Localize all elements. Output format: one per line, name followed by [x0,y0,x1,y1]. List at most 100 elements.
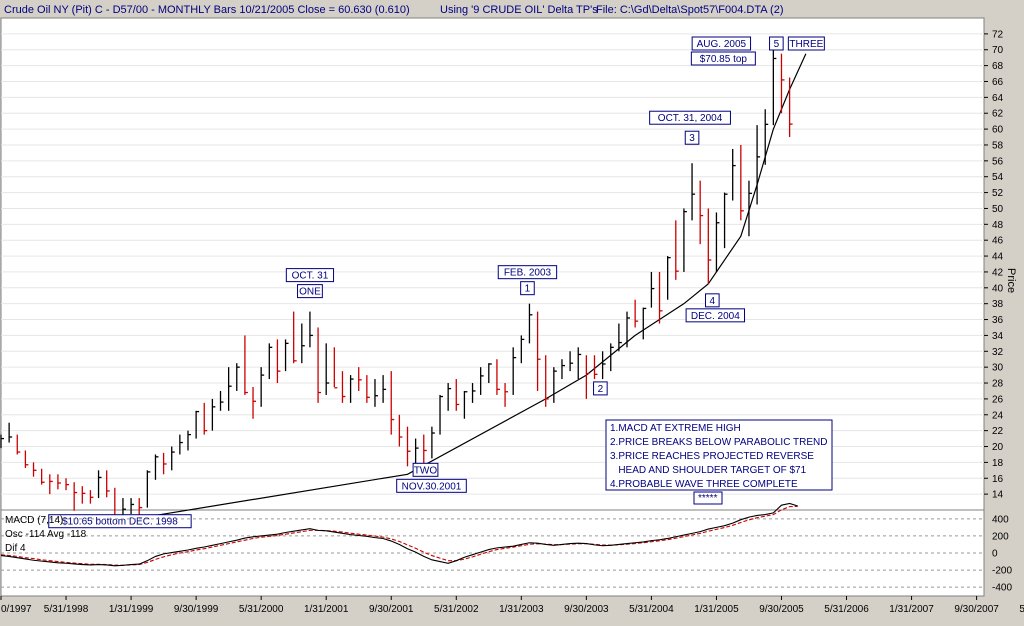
price-tick-label: 30 [992,363,1004,374]
price-bar [667,256,671,300]
price-tick-label: 66 [992,77,1004,88]
wave3-label: 3 [684,130,700,145]
price-bar [349,375,354,403]
price-bar [528,303,533,344]
price-tick-label: 64 [992,93,1004,104]
price-bar [707,208,712,284]
note-1: 1.MACD AT EXTREME HIGH [610,423,741,434]
price-tick-label: 36 [992,315,1004,326]
date-tick-label: 9/30/2005 [759,604,804,615]
price-bar [382,375,387,403]
price-bar [439,394,444,435]
price-bar [317,327,322,403]
notes-frame [605,419,833,491]
date-axis: 0/1997 5/31/1998 1/31/1999 9/30/1999 5/31/20… [0,596,1024,615]
price-axis-label: Price [1005,268,1017,293]
bottom-label-box [48,514,192,529]
price-bar [41,468,45,485]
price-tick-label: 42 [992,267,1004,278]
wave1-label-box [520,281,535,296]
price-tick-label: 44 [992,252,1004,263]
price-tick-label: 22 [992,426,1004,437]
price-bar [455,379,460,411]
price-bar [601,351,606,380]
price-tick-label: 38 [992,299,1004,310]
price-bar [0,434,4,449]
two-date-label-box [396,478,467,493]
wave1-label: 1 [520,281,535,296]
wave3-label-text: 3 [689,133,695,144]
price-bar [715,212,720,272]
macd-line [0,502,798,567]
extreme-marker-label: ***** [698,493,718,504]
price-bar [520,335,525,364]
price-bar [73,482,78,511]
wave4-label-text: 4 [710,296,716,307]
price-bar [268,343,273,380]
price-bar [496,359,500,395]
wave5-label: 5 [769,36,784,51]
price-bar [618,323,622,352]
price-bar [610,343,614,372]
wave5-date-label: AUG. 2005 [691,36,752,51]
price-bar [252,387,257,419]
file-path-label: File: C:\Gd\Delta\Spot57\F004.DTA (2) [596,4,783,16]
price-bar [227,367,232,411]
price-tick-label: 54 [992,172,1004,183]
parabolic-trendline [122,53,807,522]
notes-box: 1.MACD AT EXTREME HIGH 2.PRICE BREAKS BE… [605,419,833,491]
price-bar [764,109,769,165]
macd-tick-label: -200 [992,566,1012,577]
one-label-text: ONE [299,287,321,298]
price-tick-label: 18 [992,458,1004,469]
price-bar [642,307,647,340]
wave1-date-label-text: FEB. 2003 [504,268,552,279]
price-bar [276,339,281,384]
price-bar [675,220,679,280]
price-bar [634,299,639,328]
date-tick-label: 1/31/2003 [499,604,544,615]
price-bar [545,355,549,407]
note-3: 3.PRICE REACHES PROJECTED REVERSE [610,451,814,462]
price-bar [284,339,289,372]
price-bar [171,446,175,471]
price-bar [732,148,736,201]
date-tick-label: 5/31/2002 [434,604,479,615]
price-bar [536,311,541,391]
macd-gridlines [1,518,984,588]
price-bar [683,208,687,272]
price-bar [772,42,777,126]
price-bar [130,498,135,514]
date-tick-label: 5/31/1998 [44,604,89,615]
price-bar [309,311,313,348]
wave5-date-label-box [691,36,752,51]
price-tick-label: 26 [992,394,1004,405]
wave3-label-box [684,130,700,145]
price-bar [195,410,200,439]
price-tick-label: 56 [992,156,1004,167]
price-tick-label: 58 [992,140,1004,151]
price-bar [406,426,411,467]
price-bar [374,379,378,407]
date-tick-label: 1/31/1999 [109,604,154,615]
price-bar [106,470,110,498]
price-tick-label: 52 [992,188,1004,199]
price-bar [658,271,663,324]
delta-using-label: Using '9 CRUDE OIL' Delta TP's [440,4,598,16]
price-bar [553,367,557,403]
macd-tick-label: 0 [992,549,998,560]
price-bar [211,398,216,431]
one-label-box [297,284,323,299]
price-bar [398,414,403,447]
wave-annotations: $10.65 bottom DEC. 1998 OCT. 31 ONE TWO NOV.… [48,36,825,529]
price-bar [480,367,484,395]
price-bar [691,163,696,221]
price-tick-label: 16 [992,474,1004,485]
price-bar [577,347,582,380]
price-tick-label: 24 [992,410,1004,421]
price-bar [49,474,53,495]
price-bar [244,335,248,395]
price-bar [358,367,362,391]
date-tick-label: 1/31/2005 [694,604,739,615]
